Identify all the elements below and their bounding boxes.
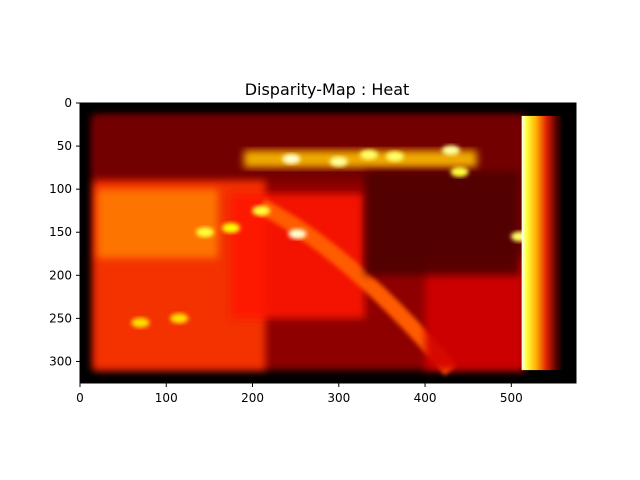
heatmap-region-left-object-top	[97, 189, 219, 259]
heatmap-hot-spot	[196, 227, 215, 238]
plot-frame	[79, 102, 577, 384]
heatmap-hot-spot	[385, 151, 404, 162]
heatmap-regions	[92, 115, 525, 376]
x-tick-label: 300	[327, 391, 350, 405]
y-tick-label: 0	[64, 96, 72, 110]
heatmap-hot-spots	[131, 145, 529, 328]
x-tick-label: 100	[155, 391, 178, 405]
x-tick-label: 200	[241, 391, 264, 405]
heatmap-hot-spot	[450, 166, 469, 177]
heatmap-hot-spot	[221, 222, 240, 233]
heatmap-hot-spot	[329, 156, 348, 167]
y-tick-label: 150	[49, 225, 72, 239]
heatmap-hot-spot	[170, 313, 189, 324]
heatmap-region-dark-right-block	[364, 171, 520, 276]
y-tick-label: 50	[57, 139, 72, 153]
y-tick-label: 200	[49, 268, 72, 282]
heatmap-region-upper-bright-strip	[243, 150, 477, 168]
x-tick-label: 500	[500, 391, 523, 405]
chart-title: Disparity-Map : Heat	[245, 80, 410, 99]
x-axis: 0 100 200 300 400 500	[76, 383, 523, 405]
heatmap-region-right-side	[425, 258, 525, 371]
heatmap-hot-spot	[288, 228, 307, 239]
y-axis: 0 50 100 150 200 250 300	[49, 96, 80, 368]
heatmap-gradient-band	[521, 115, 564, 371]
heatmap-hot-spot	[441, 145, 460, 156]
y-tick-label: 100	[49, 182, 72, 196]
heatmap-hot-spot	[252, 205, 271, 216]
x-tick-label: 0	[76, 391, 84, 405]
x-tick-label: 400	[414, 391, 437, 405]
heatmap-hot-spot	[131, 317, 150, 328]
heatmap-hot-spot	[282, 154, 301, 164]
heatmap-hot-spot	[359, 149, 378, 160]
y-tick-label: 250	[49, 311, 72, 325]
plot-area	[80, 103, 576, 383]
y-tick-label: 300	[49, 354, 72, 368]
